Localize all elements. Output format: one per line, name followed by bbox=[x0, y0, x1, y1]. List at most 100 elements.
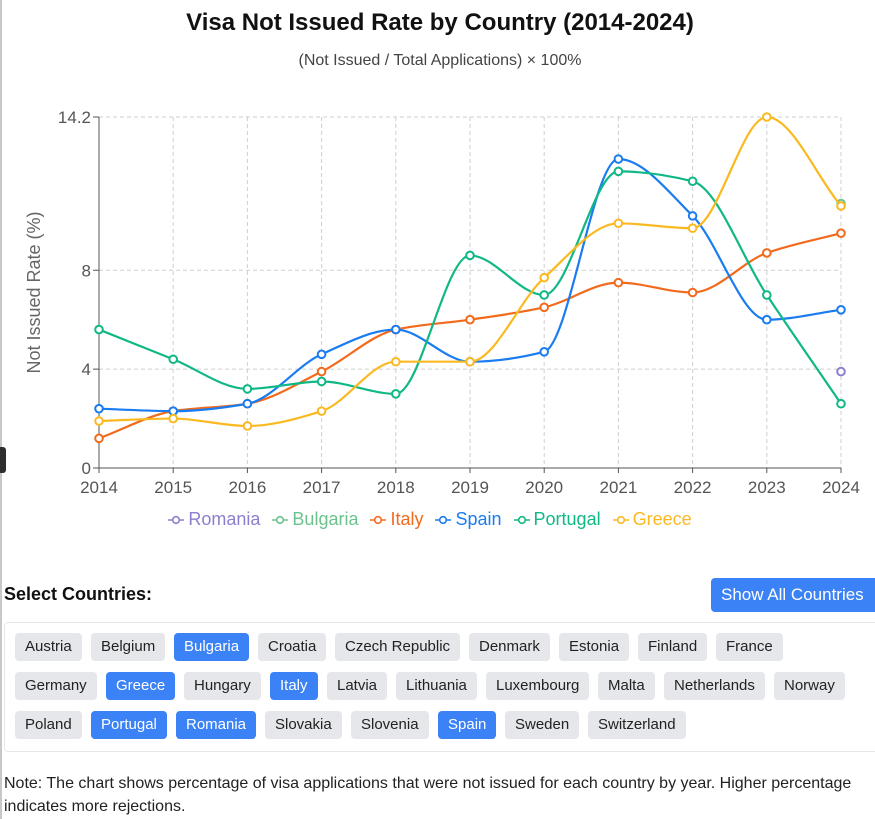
data-point-spain bbox=[94, 403, 104, 414]
y-axis-label: Not Issued Rate (%) bbox=[24, 211, 44, 373]
legend-marker-icon bbox=[370, 515, 387, 524]
data-point-italy bbox=[836, 228, 846, 238]
country-chip-romania[interactable]: Romania bbox=[176, 711, 257, 739]
country-chip-netherlands[interactable]: Netherlands bbox=[664, 672, 765, 700]
x-tick-label: 2016 bbox=[228, 478, 266, 497]
data-point-portugal bbox=[762, 290, 772, 300]
country-selector-panel: Austria Belgium Bulgaria Croatia Czech Repub… bbox=[4, 622, 875, 752]
data-point-portugal bbox=[391, 389, 401, 399]
country-chip-estonia[interactable]: Estonia bbox=[559, 633, 630, 661]
legend-marker-icon bbox=[168, 515, 185, 524]
data-point-greece bbox=[316, 406, 327, 416]
data-point-portugal bbox=[94, 324, 104, 335]
select-countries-label: Select Countries: bbox=[4, 584, 153, 604]
x-tick-label: 2020 bbox=[525, 478, 563, 497]
data-point-greece bbox=[836, 201, 846, 211]
data-point-greece bbox=[762, 112, 772, 122]
data-point-spain bbox=[316, 349, 327, 360]
data-point-italy bbox=[613, 277, 624, 288]
country-chip-italy[interactable]: Italy bbox=[270, 672, 318, 700]
country-chip-latvia[interactable]: Latvia bbox=[327, 672, 388, 700]
data-point-greece bbox=[687, 223, 698, 234]
country-chip-greece[interactable]: Greece bbox=[106, 672, 176, 700]
y-tick-label: 8 bbox=[82, 261, 91, 280]
x-tick-label: 2018 bbox=[377, 478, 415, 497]
legend-item-romania[interactable]: Romania bbox=[168, 509, 260, 530]
country-chip-belgium[interactable]: Belgium bbox=[91, 633, 166, 661]
country-chip-slovenia[interactable]: Slovenia bbox=[351, 711, 429, 739]
country-chip-lithuania[interactable]: Lithuania bbox=[396, 672, 477, 700]
country-chip-croatia[interactable]: Croatia bbox=[258, 633, 327, 661]
data-point-spain bbox=[242, 398, 253, 409]
legend-item-italy[interactable]: Italy bbox=[370, 509, 423, 530]
data-point-spain bbox=[762, 314, 772, 325]
legend-label: Romania bbox=[188, 509, 261, 529]
scroll-handle[interactable] bbox=[0, 447, 6, 473]
country-chip-spain[interactable]: Spain bbox=[438, 711, 497, 739]
data-point-italy bbox=[687, 287, 698, 298]
country-chip-slovakia[interactable]: Slovakia bbox=[265, 711, 342, 739]
legend-label: Greece bbox=[632, 509, 692, 529]
data-point-italy bbox=[465, 314, 475, 325]
data-point-spain bbox=[613, 154, 624, 164]
country-chip-portugal[interactable]: Portugal bbox=[91, 711, 167, 739]
data-point-portugal bbox=[168, 354, 178, 365]
country-chip-bulgaria[interactable]: Bulgaria bbox=[174, 633, 250, 661]
country-chip-norway[interactable]: Norway bbox=[774, 672, 845, 700]
x-tick-label: 2022 bbox=[674, 478, 712, 497]
x-tick-label: 2021 bbox=[599, 478, 637, 497]
data-point-portugal bbox=[687, 176, 698, 187]
country-chip-malta[interactable]: Malta bbox=[598, 672, 655, 700]
country-chip-france[interactable]: France bbox=[716, 633, 783, 661]
data-point-spain bbox=[687, 211, 698, 221]
data-point-greece bbox=[465, 356, 475, 367]
country-chip-sweden[interactable]: Sweden bbox=[505, 711, 580, 739]
data-point-spain bbox=[391, 324, 401, 335]
x-tick-label: 2019 bbox=[451, 478, 489, 497]
country-chip-austria[interactable]: Austria bbox=[15, 633, 82, 661]
data-point-greece bbox=[613, 218, 624, 229]
show-all-countries-button[interactable]: Show All Countries bbox=[711, 578, 875, 612]
line-chart: 0 4 8 14.2 2014 2015 2016 2017 2018 2019 2020 2021 2… bbox=[24, 108, 860, 497]
country-chip-czech-republic[interactable]: Czech Republic bbox=[335, 633, 461, 661]
window-edge bbox=[0, 0, 2, 819]
data-point-portugal bbox=[539, 290, 550, 300]
legend-item-spain[interactable]: Spain bbox=[435, 509, 502, 530]
x-tick-label: 2024 bbox=[822, 478, 860, 497]
chart-note: Note: The chart shows percentage of visa… bbox=[4, 775, 852, 815]
data-point-spain bbox=[539, 347, 550, 357]
country-chip-switzerland[interactable]: Switzerland bbox=[588, 711, 686, 739]
legend-item-portugal[interactable]: Portugal bbox=[513, 509, 601, 530]
data-point-greece bbox=[94, 416, 104, 426]
chart-subtitle: (Not Issued / Total Applications) × 100% bbox=[298, 52, 582, 69]
legend-label: Italy bbox=[390, 509, 424, 529]
data-point-greece bbox=[168, 413, 178, 424]
legend-label: Bulgaria bbox=[292, 509, 359, 529]
chart-legend: Romania Bulgaria Italy Spain Portugal Greece bbox=[0, 509, 860, 530]
data-point-portugal bbox=[242, 384, 253, 394]
country-chip-hungary[interactable]: Hungary bbox=[184, 672, 261, 700]
legend-marker-icon bbox=[612, 515, 629, 524]
data-point-portugal bbox=[316, 376, 327, 387]
data-point-romania bbox=[836, 366, 846, 377]
data-point-italy bbox=[94, 433, 104, 444]
data-point-portugal bbox=[613, 166, 624, 177]
legend-marker-icon bbox=[272, 515, 289, 524]
y-tick-label: 14.2 bbox=[58, 108, 91, 127]
x-tick-label: 2015 bbox=[154, 478, 192, 497]
legend-item-bulgaria[interactable]: Bulgaria bbox=[272, 509, 358, 530]
data-point-spain bbox=[836, 305, 846, 315]
data-point-italy bbox=[762, 248, 772, 258]
country-chip-luxembourg[interactable]: Luxembourg bbox=[486, 672, 590, 700]
country-chip-germany[interactable]: Germany bbox=[15, 672, 97, 700]
data-point-greece bbox=[391, 356, 401, 367]
x-tick-label: 2014 bbox=[80, 478, 118, 497]
legend-item-greece[interactable]: Greece bbox=[612, 509, 692, 530]
country-chip-poland[interactable]: Poland bbox=[15, 711, 82, 739]
legend-label: Portugal bbox=[533, 509, 601, 529]
country-chip-denmark[interactable]: Denmark bbox=[469, 633, 550, 661]
data-point-greece bbox=[242, 421, 253, 431]
country-chip-finland[interactable]: Finland bbox=[638, 633, 708, 661]
y-tick-label: 0 bbox=[82, 459, 91, 478]
x-tick-label: 2017 bbox=[303, 478, 341, 497]
